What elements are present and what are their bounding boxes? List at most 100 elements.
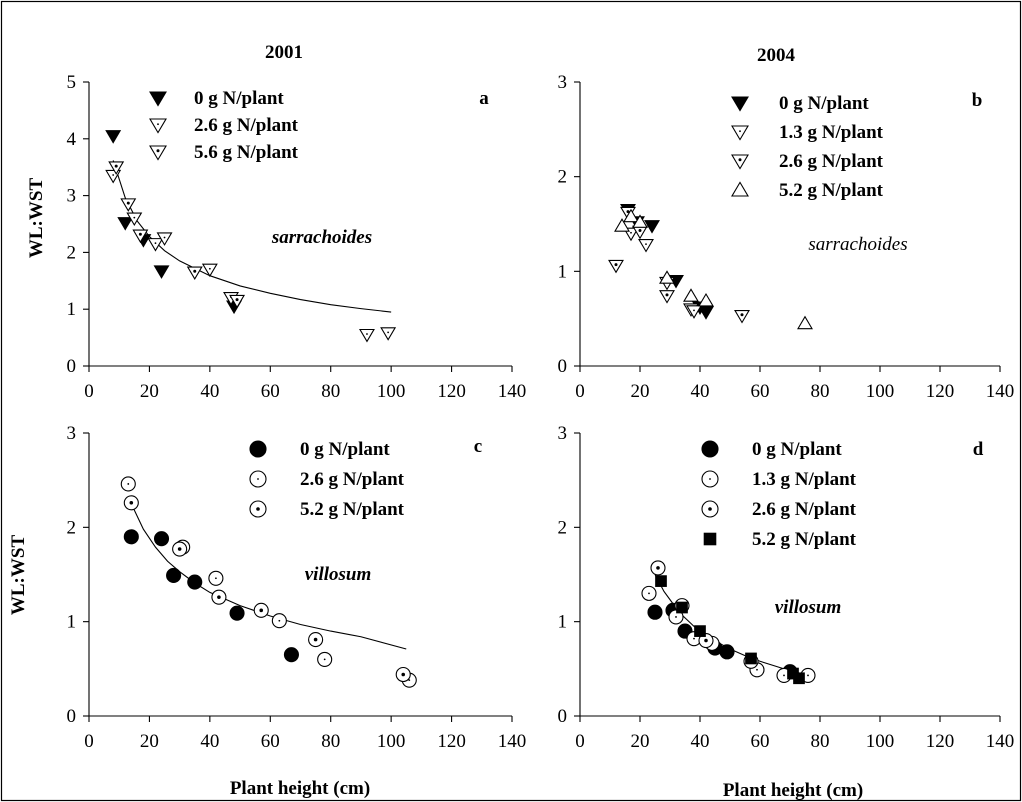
panel-c-series-0-point — [123, 529, 139, 545]
panel-d-ytick-label: 1 — [558, 612, 568, 633]
panel-a-series-1-point-dot — [163, 236, 166, 239]
panel-c-series-0-point — [283, 647, 299, 663]
panel-a-ytick-label: 3 — [67, 186, 77, 207]
panel-a-legend-0-label: 0 g N/plant — [194, 88, 284, 109]
panel-a-series-1-point — [156, 232, 173, 246]
panel-b-title: 2004 — [757, 45, 796, 66]
panel-d-legend-0-label: 0 g N/plant — [752, 439, 842, 460]
panel-b-series-2-point-dot — [638, 229, 642, 233]
panel-a-legend-1-label: 2.6 g N/plant — [194, 115, 299, 136]
panel-d-xtick-label: 60 — [751, 731, 770, 752]
panel-a-series-1-point — [126, 212, 143, 227]
panel-d-series-0-point — [647, 604, 663, 620]
panel-b-series-3-point — [683, 288, 699, 302]
panel-d-legend-0-marker — [701, 440, 719, 458]
panel-c-xtick-label: 0 — [84, 731, 94, 752]
panel-a-series-1-point-dot — [387, 331, 390, 334]
panel-b-legend-2-marker — [731, 154, 749, 170]
panel-b-series-3-point — [797, 315, 813, 330]
panel-b-series-0-point — [644, 220, 660, 234]
panel-d-legend-2-label: 2.6 g N/plant — [752, 499, 857, 520]
panel-d-species-label: villosum — [775, 597, 842, 618]
panel-d-series-1-point-dot — [675, 616, 677, 618]
panel-d-legend-2-marker-dot — [708, 507, 712, 511]
panel-a-xtick-label: 120 — [437, 381, 466, 402]
panel-d-fit-curve — [654, 574, 806, 676]
panel-a-xtick-label: 80 — [321, 381, 340, 402]
panel-a-series-1-point-dot — [154, 242, 157, 245]
panel-a-series-2-point-dot — [114, 164, 118, 168]
panel-d-series-1-point-dot — [756, 668, 758, 671]
panel-a-xtick-label: 40 — [200, 381, 219, 402]
panel-c-series-2-point-dot — [177, 547, 182, 551]
panel-b-plot-area: 0 1 2 3 0 20 40 60 80 100 120 140 0 g N/plant 1.3 g N… — [558, 72, 1015, 402]
panel-d-series-2-point-dot — [704, 638, 708, 643]
panel-a-ytick-label: 2 — [67, 242, 77, 263]
panel-c-series-1-point-dot — [278, 619, 281, 622]
panel-a-series-1-point — [380, 327, 397, 341]
panel-a-species-label: sarrachoides — [271, 227, 372, 248]
panel-a-series-1-point — [359, 328, 375, 343]
panel-b-species-label: sarrachoides — [808, 234, 907, 255]
panel-b-series-1-point — [686, 305, 702, 319]
panel-d-ytick-label: 2 — [558, 517, 568, 538]
panel-c-xtick-label: 80 — [321, 731, 340, 752]
panel-a-series-2-point-dot — [235, 298, 239, 302]
panel-d-series-1-point-dot — [783, 674, 785, 677]
panel-d-series-1-point-dot — [807, 674, 809, 677]
panel-b-ytick-label: 0 — [558, 356, 568, 377]
panel-c-legend-1-label: 2.6 g N/plant — [300, 469, 405, 490]
panel-a-plot-area: 0 1 2 3 4 5 0 20 40 60 80 100 120 140 0 g N/plant 2.6 g… — [67, 72, 527, 402]
panel-b-letter: b — [972, 90, 983, 111]
panel-a-legend-2-marker — [149, 145, 167, 161]
panel-c-series-0-point — [229, 605, 245, 621]
panel-c-ytick-label: 2 — [67, 517, 77, 538]
panel-c-xtick-label: 120 — [437, 731, 466, 752]
panel-b-legend-2-marker-dot — [738, 158, 742, 162]
panel-a-series-2-point — [108, 161, 125, 175]
panel-b-series-3-point — [632, 214, 648, 228]
panel-d-letter: d — [973, 439, 984, 460]
panel-a: 2001 0 1 2 3 4 5 0 20 40 60 80 100 120 140 0 g N/plant… — [26, 42, 526, 402]
panel-c-xtick-label: 20 — [140, 731, 159, 752]
panel-c-ytick-label: 3 — [67, 423, 77, 444]
panel-a-xtick-label: 0 — [84, 381, 94, 402]
panel-a-series-2-point-dot — [138, 232, 142, 236]
panel-b-ytick-label: 1 — [558, 261, 568, 282]
panel-c-series-2-point-dot — [217, 595, 221, 599]
panel-b-series-2-point-dot — [626, 210, 630, 214]
panel-c-plot-area: 0 1 2 3 0 20 40 60 80 100 120 140 0 g N/plant 2.6 g N… — [67, 423, 527, 752]
panel-b-series-1-point-dot — [693, 309, 695, 312]
panel-d-legend-1-label: 1.3 g N/plant — [752, 469, 857, 490]
panel-d: 0 1 2 3 0 20 40 60 80 100 120 140 0 g N/plant 1.3 g N… — [558, 423, 1015, 801]
panel-b-legend-1-marker — [731, 125, 749, 141]
panel-b-series-0-point — [698, 306, 714, 320]
panel-a-title: 2001 — [265, 42, 303, 63]
panel-c-xtick-label: 60 — [261, 731, 280, 752]
panel-b-series-3-point — [614, 218, 630, 232]
panel-c-fit-curve — [130, 503, 407, 650]
panel-c-series-2-point-dot — [401, 672, 406, 677]
panel-c-series-1-point-dot — [323, 658, 326, 661]
panel-c-series-2-point-dot — [259, 608, 264, 613]
panel-c-species-label: villosum — [305, 564, 372, 585]
panel-b-series-1-point-dot — [645, 243, 647, 246]
panel-a-legend-2-label: 5.6 g N/plant — [194, 142, 299, 163]
panel-c-ylabel: WL:WST — [8, 535, 29, 616]
panel-a-ytick-label: 0 — [67, 356, 77, 377]
panel-b-legend-2-label: 2.6 g N/plant — [779, 151, 884, 172]
panel-a-xtick-label: 20 — [140, 381, 159, 402]
panel-a-series-1-point-dot — [133, 216, 136, 219]
panel-b-series-2-point — [734, 310, 750, 324]
panel-d-series-3-point — [745, 652, 757, 665]
panel-b-series-2-point — [608, 259, 624, 274]
panel-d-xtick-label: 20 — [631, 731, 650, 752]
panel-d-legend-3-label: 5.2 g N/plant — [752, 529, 857, 550]
panel-a-series-2-point — [120, 198, 137, 212]
panel-d-legend-3-marker — [703, 532, 717, 546]
panel-d-xtick-label: 0 — [575, 731, 585, 752]
panel-d-series-3-point — [787, 667, 799, 680]
panel-c-ytick-label: 0 — [67, 706, 77, 727]
